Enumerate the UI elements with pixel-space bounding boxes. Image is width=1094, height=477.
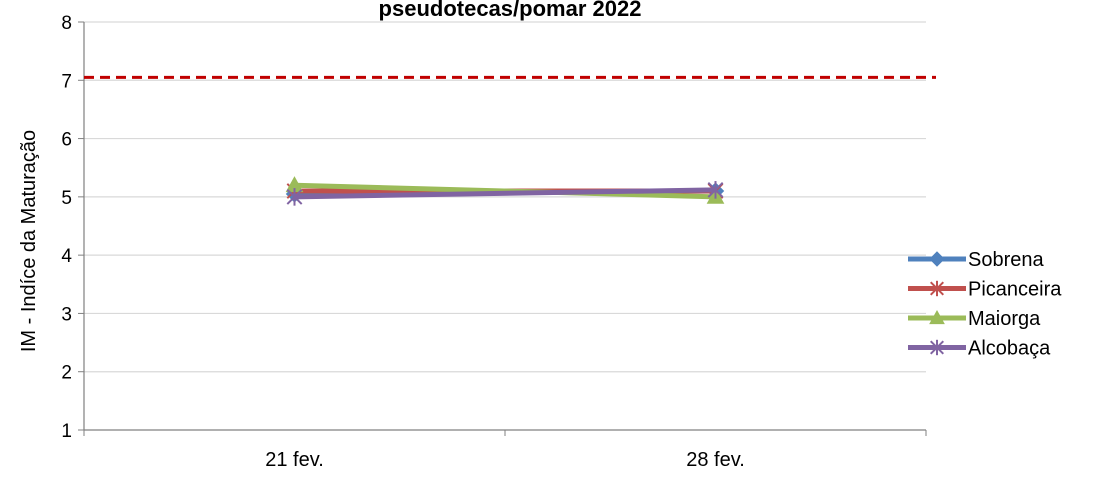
legend-item: Picanceira [908,279,1062,301]
legend-label: Picanceira [968,279,1062,301]
x-tick-label: 28 fev. [686,449,745,471]
y-tick-label: 1 [61,421,72,442]
y-tick-label: 8 [61,13,72,34]
y-tick-label: 2 [61,363,72,384]
chart-title: pseudotecas/pomar 2022 [379,0,642,21]
series-lines [287,177,724,205]
x-tick-label: 21 fev. [265,449,324,471]
legend-label: Sobrena [968,249,1044,271]
y-tick-label: 3 [61,304,72,325]
y-tick-label: 4 [61,246,72,267]
legend-item: Maiorga [908,308,1041,330]
legend-item: Sobrena [908,249,1044,271]
legend-label: Alcobaça [968,338,1051,360]
y-tick-label: 7 [61,71,72,92]
y-tick-label: 5 [61,188,72,209]
legend-item: Alcobaça [908,338,1051,360]
y-axis-label: IM - Indíce da Maturação [18,130,40,352]
legend: Sobrena Picanceira Maiorga Alcobaça [908,249,1062,360]
axes: 1 2 3 4 5 6 7 8 21 fev. 28 fev. [61,13,926,471]
data-point-marker [930,252,944,266]
legend-label: Maiorga [968,308,1041,330]
gridlines [84,22,926,372]
y-tick-label: 6 [61,130,72,151]
